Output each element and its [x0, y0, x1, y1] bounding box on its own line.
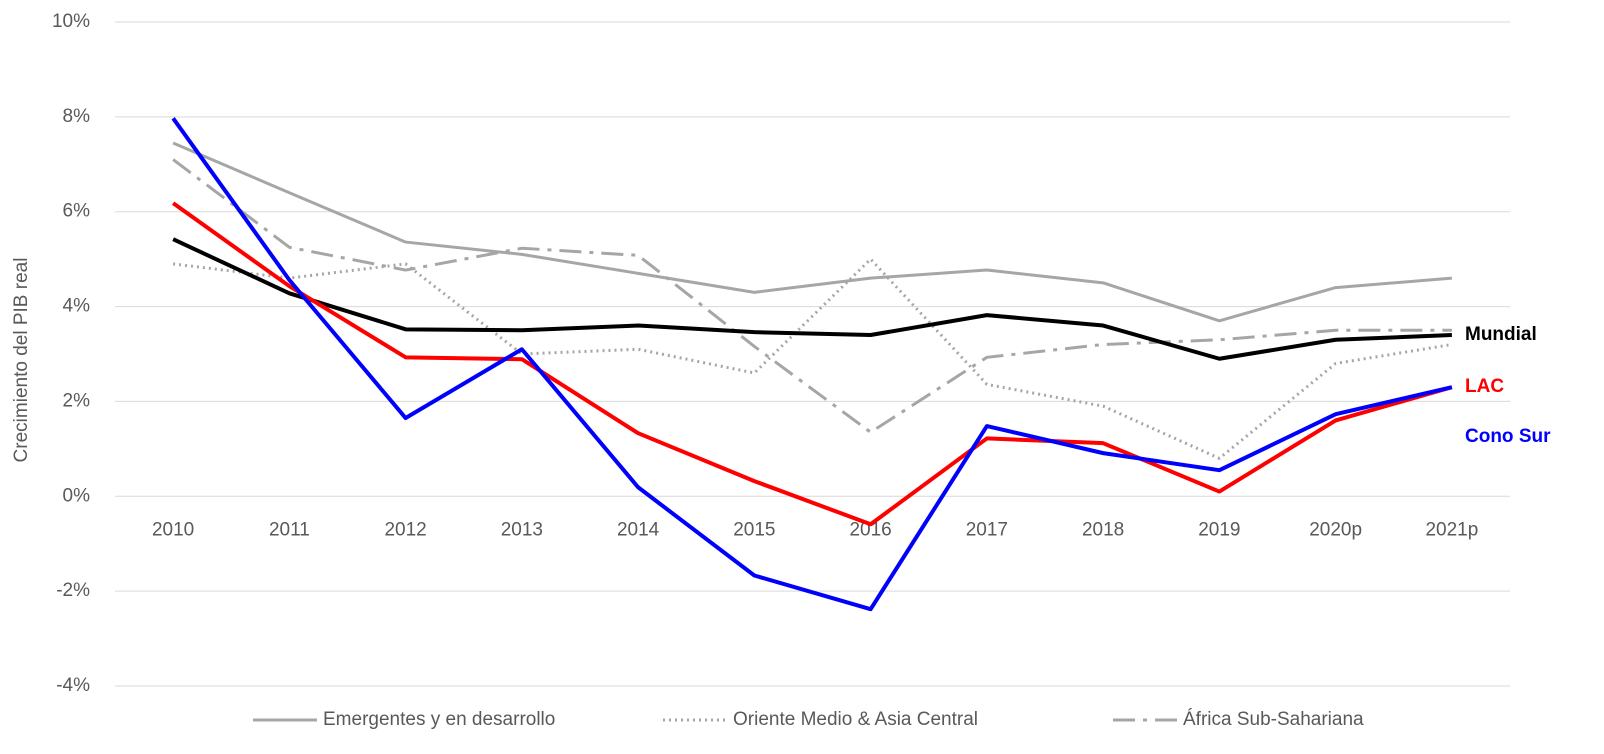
series-line: [172, 237, 1452, 361]
x-tick-label: 2014: [617, 519, 660, 540]
legend-label: Emergentes y en desarrollo: [323, 709, 555, 730]
series-line: [171, 117, 1453, 612]
series-line: [171, 201, 1453, 527]
series-end-label: LAC: [1465, 376, 1504, 397]
x-tick-label: 2015: [733, 519, 775, 540]
legend-label: Oriente Medio & Asia Central: [733, 709, 978, 730]
y-tick-label: 6%: [63, 201, 91, 222]
y-tick-label: 2%: [63, 390, 91, 411]
legend-label: África Sub-Sahariana: [1183, 709, 1364, 730]
y-tick-label: 0%: [63, 485, 91, 506]
series-end-label: Mundial: [1465, 324, 1537, 345]
series-end-label: Cono Sur: [1465, 426, 1551, 447]
y-tick-label: -4%: [56, 675, 90, 696]
series-line: [172, 158, 1452, 434]
x-tick-label: 2021p: [1425, 519, 1478, 540]
x-tick-label: 2010: [152, 519, 194, 540]
series-line: [172, 141, 1453, 323]
x-tick-label: 2016: [849, 519, 891, 540]
y-tick-label: 8%: [63, 106, 91, 127]
x-tick-label: 2019: [1198, 519, 1240, 540]
x-tick-label: 2012: [384, 519, 426, 540]
x-tick-label: 2017: [966, 519, 1008, 540]
y-tick-label: 10%: [52, 11, 90, 32]
y-tick-label: -2%: [56, 580, 90, 601]
y-tick-label: 4%: [63, 296, 91, 317]
x-tick-label: 2011: [269, 519, 310, 540]
y-axis-label: Crecimiento del PIB real: [11, 258, 32, 463]
x-tick-label: 2013: [501, 519, 543, 540]
x-tick-label: 2020p: [1309, 519, 1362, 540]
x-tick-label: 2018: [1082, 519, 1124, 540]
series-line: [172, 257, 1453, 460]
